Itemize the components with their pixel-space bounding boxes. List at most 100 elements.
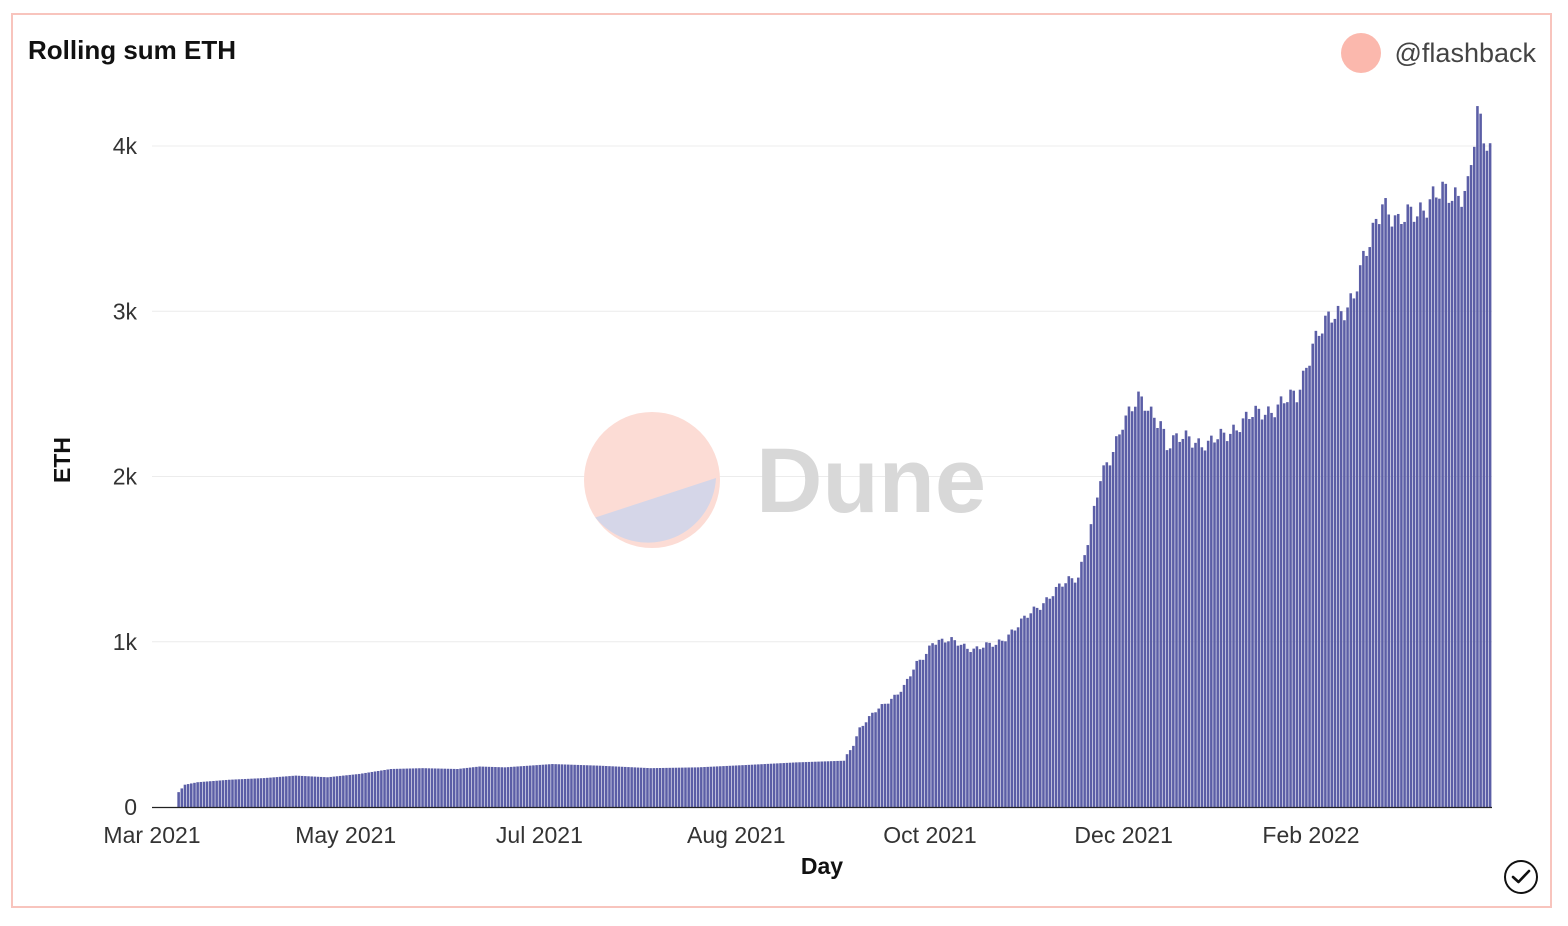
bar[interactable] bbox=[1162, 428, 1166, 807]
bar[interactable] bbox=[601, 765, 605, 807]
bar[interactable] bbox=[1219, 428, 1223, 807]
bar[interactable] bbox=[845, 754, 849, 807]
bar[interactable] bbox=[662, 767, 665, 807]
bar[interactable] bbox=[291, 775, 294, 807]
bar[interactable] bbox=[766, 763, 770, 807]
bar[interactable] bbox=[240, 779, 244, 807]
bar[interactable] bbox=[791, 762, 795, 807]
bar[interactable] bbox=[852, 745, 855, 807]
bar[interactable] bbox=[1099, 481, 1102, 807]
bar[interactable] bbox=[842, 760, 846, 807]
bar[interactable] bbox=[576, 764, 580, 807]
bar[interactable] bbox=[1197, 438, 1200, 807]
bar[interactable] bbox=[1371, 222, 1375, 808]
bar[interactable] bbox=[1453, 187, 1457, 808]
bar[interactable] bbox=[570, 764, 573, 807]
bar[interactable] bbox=[1311, 343, 1314, 807]
bar[interactable] bbox=[1324, 315, 1327, 807]
bar[interactable] bbox=[294, 775, 298, 807]
bar[interactable] bbox=[636, 767, 640, 807]
bar[interactable] bbox=[316, 776, 320, 807]
bar[interactable] bbox=[1134, 406, 1137, 807]
bar[interactable] bbox=[734, 765, 738, 807]
bar[interactable] bbox=[943, 642, 947, 807]
bar[interactable] bbox=[408, 768, 412, 808]
bar[interactable] bbox=[509, 766, 513, 807]
bar[interactable] bbox=[1308, 365, 1311, 807]
bar[interactable] bbox=[541, 764, 545, 807]
bar[interactable] bbox=[1469, 165, 1473, 808]
bar[interactable] bbox=[1301, 370, 1305, 807]
bar[interactable] bbox=[994, 644, 998, 807]
bar[interactable] bbox=[494, 767, 497, 807]
bar[interactable] bbox=[285, 776, 288, 807]
bar[interactable] bbox=[693, 767, 697, 807]
bar[interactable] bbox=[899, 691, 903, 807]
author-name[interactable]: @flashback bbox=[1394, 37, 1536, 68]
bar[interactable] bbox=[234, 779, 237, 807]
bar[interactable] bbox=[1096, 497, 1099, 807]
bar[interactable] bbox=[272, 777, 275, 807]
bar[interactable] bbox=[1004, 641, 1007, 807]
bar[interactable] bbox=[1118, 434, 1121, 807]
bar[interactable] bbox=[1295, 402, 1299, 807]
bar[interactable] bbox=[1108, 465, 1112, 807]
bar[interactable] bbox=[1463, 190, 1467, 808]
bar[interactable] bbox=[177, 792, 180, 807]
bar[interactable] bbox=[848, 750, 852, 807]
bar[interactable] bbox=[1270, 412, 1273, 807]
bar[interactable] bbox=[586, 765, 589, 807]
bar[interactable] bbox=[335, 776, 339, 807]
bar[interactable] bbox=[547, 764, 551, 807]
bar[interactable] bbox=[988, 642, 991, 807]
bar[interactable] bbox=[266, 777, 269, 807]
bar[interactable] bbox=[1327, 311, 1330, 807]
bar[interactable] bbox=[1064, 583, 1067, 807]
bar[interactable] bbox=[677, 767, 681, 807]
bar[interactable] bbox=[779, 763, 782, 807]
bar[interactable] bbox=[1067, 576, 1071, 807]
bar[interactable] bbox=[772, 763, 776, 807]
bar[interactable] bbox=[719, 766, 722, 807]
bar[interactable] bbox=[573, 764, 576, 807]
bar[interactable] bbox=[972, 648, 976, 807]
bar[interactable] bbox=[855, 736, 858, 807]
bar[interactable] bbox=[1248, 419, 1251, 807]
bar[interactable] bbox=[193, 782, 196, 807]
bar[interactable] bbox=[681, 767, 684, 807]
bar[interactable] bbox=[1292, 390, 1295, 807]
bar[interactable] bbox=[950, 637, 953, 807]
bar[interactable] bbox=[1000, 640, 1004, 807]
bar[interactable] bbox=[1213, 442, 1216, 807]
bar[interactable] bbox=[544, 764, 548, 807]
bar[interactable] bbox=[1381, 204, 1384, 808]
bar[interactable] bbox=[342, 775, 345, 807]
bar[interactable] bbox=[1273, 417, 1276, 807]
bar[interactable] bbox=[1276, 404, 1280, 807]
bar[interactable] bbox=[912, 669, 915, 807]
bar[interactable] bbox=[1428, 199, 1432, 807]
bar[interactable] bbox=[1336, 305, 1340, 807]
bar[interactable] bbox=[1396, 213, 1400, 807]
bar[interactable] bbox=[522, 766, 526, 807]
bar[interactable] bbox=[985, 642, 988, 807]
bar[interactable] bbox=[918, 659, 922, 807]
bar[interactable] bbox=[538, 764, 542, 807]
bar[interactable] bbox=[1143, 410, 1147, 807]
bar[interactable] bbox=[1077, 577, 1080, 807]
bar[interactable] bbox=[418, 768, 421, 807]
bar[interactable] bbox=[715, 766, 719, 807]
bar[interactable] bbox=[1406, 204, 1410, 807]
bar[interactable] bbox=[1029, 613, 1033, 807]
bar[interactable] bbox=[1058, 583, 1061, 807]
bar[interactable] bbox=[326, 777, 329, 807]
bar[interactable] bbox=[655, 768, 659, 807]
bar[interactable] bbox=[247, 778, 250, 807]
bar[interactable] bbox=[1137, 391, 1140, 807]
bar[interactable] bbox=[722, 766, 725, 807]
bar[interactable] bbox=[668, 767, 671, 807]
bar[interactable] bbox=[566, 764, 570, 807]
bar[interactable] bbox=[709, 766, 713, 807]
bar[interactable] bbox=[1330, 322, 1334, 807]
bar[interactable] bbox=[424, 768, 427, 807]
